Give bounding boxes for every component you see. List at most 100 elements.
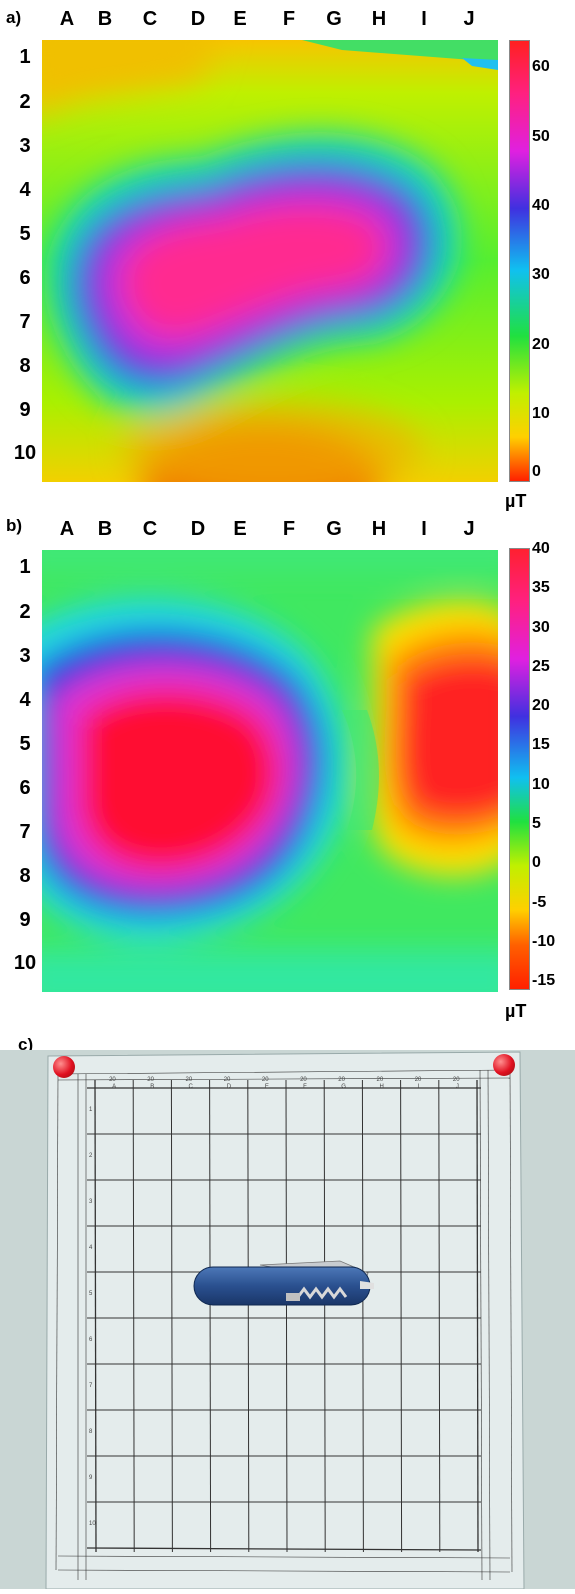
sheet-row-number-label: 6: [89, 1337, 93, 1343]
panel-a-col-label: E: [233, 8, 247, 30]
pocket-knife: [190, 1255, 378, 1311]
sheet-column-letter-label: C: [188, 1084, 193, 1090]
grid-col-line: [476, 1079, 479, 1553]
sheet-row-number-label: 1: [89, 1107, 93, 1113]
sheet-row-number-label: 10: [89, 1521, 96, 1527]
panel-a-col-label: H: [371, 8, 387, 30]
grid-col-line: [132, 1079, 135, 1553]
sheet-frame-line: [57, 1555, 511, 1559]
panel-a-colorbar-tick: 10: [532, 405, 550, 422]
panel-b-unit: µT: [505, 1001, 527, 1021]
panel-a-col-label: F: [282, 8, 296, 30]
panel-b-row-label: 4: [19, 689, 31, 711]
sheet-frame-line: [57, 1077, 511, 1081]
panel-b-label: b): [6, 516, 23, 535]
sheet-column-width-label: 20: [261, 1077, 269, 1083]
panel-a-colorbar-tick: 20: [532, 336, 550, 353]
panel-b-row-label: 8: [19, 865, 31, 887]
sheet-frame-line: [55, 1073, 59, 1571]
panel-a-column-labels: A B C D E F G H I J: [52, 8, 475, 34]
grid-col-line: [209, 1079, 212, 1553]
sheet-column-letter-label: A: [112, 1084, 117, 1090]
panel-b-row-label: 5: [19, 733, 31, 755]
panel-a-col-label: C: [142, 8, 158, 30]
grid-col-line: [400, 1079, 403, 1553]
panel-a-row-label: 3: [19, 135, 31, 157]
panel-b-row-label: 7: [19, 821, 31, 843]
panel-a-colorbar-tick: 60: [532, 58, 550, 75]
panel-b-col-label: D: [190, 518, 206, 540]
sheet-frame-line: [57, 1569, 511, 1573]
panel-b-col-label: B: [97, 518, 113, 540]
sheet-frame-line: [479, 1069, 483, 1581]
sheet-column-width-label: 20: [452, 1077, 460, 1083]
photo-background: [0, 1050, 575, 1590]
panel-b-colorbar-tick: -5: [532, 894, 547, 911]
sheet-column-width-label: 20: [300, 1077, 307, 1083]
sheet-row-number-label: 3: [89, 1199, 93, 1205]
sheet-column-width-label: 20: [223, 1077, 231, 1083]
sheet-column-letter-label: J: [455, 1084, 459, 1090]
sheet-column-width-label: 20: [414, 1077, 422, 1083]
sheet-frame-line: [509, 1069, 513, 1573]
panel-a-col-label: I: [421, 8, 427, 30]
panel-a-row-label: 8: [19, 355, 31, 377]
sheet-column-letter-label: F: [303, 1084, 307, 1090]
grid-col-line: [323, 1079, 326, 1553]
panel-b-col-label: G: [326, 518, 342, 540]
panel-b-row-label: 6: [19, 777, 31, 799]
grid-col-line: [361, 1079, 364, 1553]
panel-a-col-label: B: [97, 8, 113, 30]
panel-a-col-label: G: [326, 8, 342, 30]
pocket-knife-svg: [193, 1260, 374, 1306]
pushpin-left-icon: [53, 1056, 75, 1078]
panel-a-colorbar-ticks: 60 50 40 30 20 10 0: [532, 58, 572, 488]
sheet-column-width-label: 20: [109, 1077, 116, 1083]
grid-col-line: [438, 1079, 441, 1553]
panel-b-colorbar-tick: 20: [532, 697, 550, 714]
panel-a-col-label: A: [59, 8, 75, 30]
panel-b-row-label: 3: [19, 645, 31, 667]
panel-a-col-label: J: [463, 8, 475, 30]
panel-b-row-label: 10: [13, 952, 37, 974]
grid-col-line: [94, 1079, 97, 1553]
panel-b-col-label: H: [371, 518, 387, 540]
panel-a-heatmap: [42, 40, 498, 482]
panel-c-label: c): [18, 1035, 34, 1054]
panel-b-column-labels: A B C D E F G H I J: [52, 518, 475, 544]
panel-b-col-label: J: [463, 518, 475, 540]
panel-a-row-label: 9: [19, 399, 31, 421]
panel-a-row-label: 2: [19, 91, 31, 113]
panel-b-row-labels: 1 2 3 4 5 6 7 8 9 10: [10, 554, 40, 994]
grid-col-line: [170, 1079, 173, 1553]
panel-b-colorbar-tick: 40: [532, 540, 550, 557]
panel-b-heatmap-svg: [42, 550, 498, 992]
sheet-column-width-label: 20: [338, 1077, 345, 1083]
panel-a-row-labels: 1 2 3 4 5 6 7 8 9 10: [10, 44, 40, 484]
panel-b-col-label: C: [142, 518, 158, 540]
panel-b-colorbar-tick: 5: [532, 815, 541, 832]
panel-a-colorbar: [509, 40, 530, 482]
panel-b-colorbar-tick: -15: [532, 972, 556, 989]
panel-a-colorbar-tick: 0: [532, 463, 541, 480]
panel-a-row-label: 4: [19, 179, 31, 201]
grid-col-line: [285, 1079, 288, 1553]
sheet-column-letter-label: H: [379, 1084, 384, 1090]
grid-row-line: [86, 1547, 482, 1551]
sheet-frame-line: [57, 1069, 511, 1075]
pushpin-right-icon: [493, 1054, 515, 1076]
panel-a-colorbar-tick: 50: [532, 128, 550, 145]
panel-a-unit: µT: [505, 491, 527, 511]
sheet-column-letter-label: I: [417, 1084, 420, 1090]
panel-b-colorbar-tick: 15: [532, 736, 550, 753]
panel-b-colorbar-ticks: 40 35 30 25 20 15 10 5 0 -5 -10 -15: [532, 540, 574, 1000]
grid-sheet-photo: [45, 1051, 525, 1590]
sheet-row-number-label: 2: [89, 1153, 93, 1159]
panel-b-row-label: 2: [19, 601, 31, 623]
sheet-row-number-label: 8: [89, 1429, 93, 1435]
panel-a-heatmap-svg: [42, 40, 498, 482]
panel-a-row-label: 10: [13, 442, 37, 464]
panel-a-col-label: D: [190, 8, 206, 30]
panel-b-row-label: 9: [19, 909, 31, 931]
sheet-column-width-label: 20: [185, 1077, 193, 1083]
